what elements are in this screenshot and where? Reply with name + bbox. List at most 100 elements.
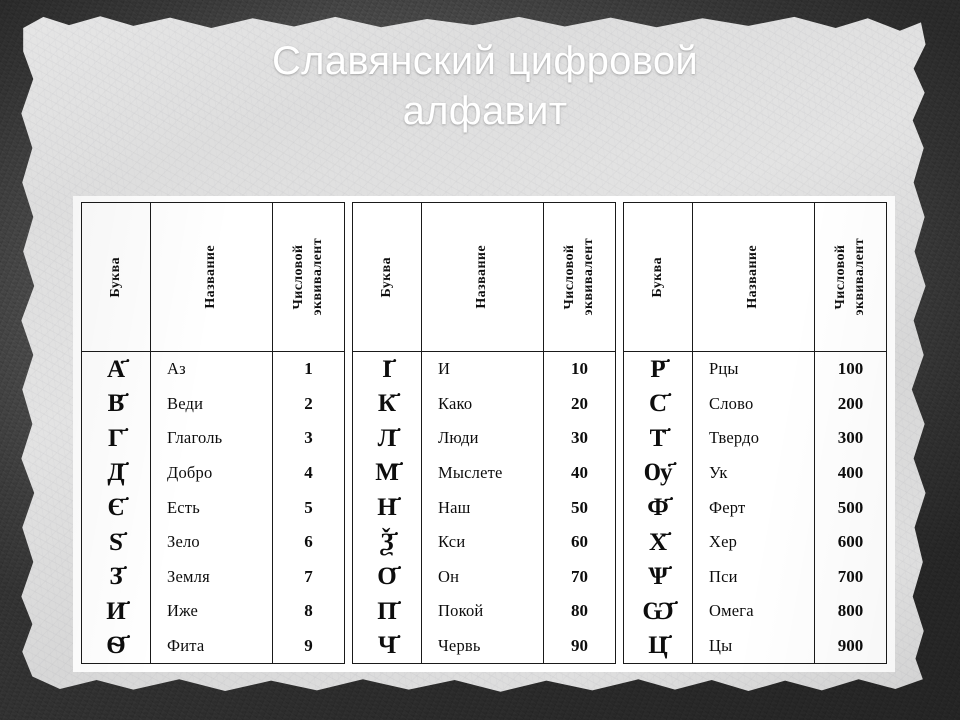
cell-letter: Х҃ — [648, 528, 668, 556]
cell-value: 80 — [543, 593, 615, 629]
cell-name: Слово — [692, 386, 814, 422]
cell-name: Наш — [421, 490, 543, 525]
cell-value: 6 — [272, 524, 344, 560]
table-row: Ц҃ Цы 900 — [624, 628, 886, 664]
cell-letter: Р҃ — [650, 355, 666, 383]
table-header-row: Буква Название Числовой эквивалент — [353, 203, 615, 352]
cell-name: Зело — [150, 524, 272, 560]
cell-name: Веди — [150, 386, 272, 422]
table-row: Д҃ Добро 4 — [82, 455, 344, 491]
cell-name: Есть — [150, 490, 272, 525]
cell-name: Кси — [421, 524, 543, 560]
cell-value: 1 — [272, 352, 344, 387]
table-row: С҃ Слово 200 — [624, 386, 886, 422]
cell-letter: Л҃ — [377, 424, 397, 452]
cell-letter: Ц҃ — [648, 632, 668, 660]
cell-value: 900 — [814, 628, 886, 664]
header-label-name: Название — [745, 245, 761, 309]
table-row: Р҃ Рцы 100 — [624, 352, 886, 387]
table-row: Ѳ҃ Фита 9 — [82, 628, 344, 664]
cell-letter: Н҃ — [377, 494, 397, 522]
cell-value: 300 — [814, 421, 886, 456]
header-cell-numeric: Числовой эквивалент — [272, 203, 344, 351]
cell-name: Люди — [421, 421, 543, 456]
cell-letter: И҃ — [106, 597, 126, 625]
header-cell-letter: Буква — [353, 203, 421, 351]
cell-name: Земля — [150, 559, 272, 594]
cell-letter: Г҃ — [108, 424, 124, 452]
table-row: Ѕ҃ Зело 6 — [82, 524, 344, 560]
cell-letter: Т҃ — [649, 424, 667, 452]
cell-letter: Ѳ҃ — [106, 632, 126, 660]
table-row: Ѹ҃ Ук 400 — [624, 455, 886, 491]
header-cell-name: Название — [692, 203, 814, 351]
cell-letter: Д҃ — [107, 459, 125, 487]
cell-letter: І҃ — [382, 355, 392, 383]
table-row: Ѯ҃ Кси 60 — [353, 524, 615, 560]
cell-value: 400 — [814, 455, 886, 491]
cell-name: Фита — [150, 628, 272, 664]
cell-letter: П҃ — [377, 597, 397, 625]
table-row: П҃ Покой 80 — [353, 593, 615, 629]
table-row: В҃ Веди 2 — [82, 386, 344, 422]
table-row: Т҃ Твердо 300 — [624, 421, 886, 456]
cell-letter: К҃ — [377, 390, 397, 418]
table-row: Г҃ Глаголь 3 — [82, 421, 344, 456]
cell-letter: Ѹ҃ — [643, 459, 673, 487]
table-body-tens: І҃ И 10 К҃ Како 20 Л҃ Люди 30 М҃ Мыслете — [353, 352, 615, 664]
table-row: А҃ Аз 1 — [82, 352, 344, 387]
cell-name: Иже — [150, 593, 272, 629]
cell-name: Пси — [692, 559, 814, 594]
header-cell-numeric: Числовой эквивалент — [814, 203, 886, 351]
table-block-tens: Буква Название Числовой эквивалент І҃ И … — [352, 202, 616, 664]
cell-name: Мыслете — [421, 455, 543, 491]
cell-name: Како — [421, 386, 543, 422]
table-row: Л҃ Люди 30 — [353, 421, 615, 456]
cell-letter: В҃ — [107, 390, 125, 418]
cell-value: 7 — [272, 559, 344, 594]
cell-value: 50 — [543, 490, 615, 525]
table-row: О҃ Он 70 — [353, 559, 615, 594]
cell-value: 90 — [543, 628, 615, 664]
table-row: І҃ И 10 — [353, 352, 615, 387]
cell-value: 200 — [814, 386, 886, 422]
cell-value: 10 — [543, 352, 615, 387]
cell-name: Омега — [692, 593, 814, 629]
cell-value: 500 — [814, 490, 886, 525]
cell-letter: Є҃ — [107, 494, 125, 522]
cell-value: 4 — [272, 455, 344, 491]
cell-value: 5 — [272, 490, 344, 525]
table-body-hundreds: Р҃ Рцы 100 С҃ Слово 200 Т҃ Твердо 300 Ѹ҃… — [624, 352, 886, 664]
header-label-letter: Буква — [107, 256, 123, 298]
table-row: Ѡ҃ Омега 800 — [624, 593, 886, 629]
cell-letter: Ѱ҃ — [648, 563, 668, 591]
cell-letter: Ф҃ — [647, 494, 669, 522]
header-cell-letter: Буква — [624, 203, 692, 351]
cell-name: Рцы — [692, 352, 814, 387]
cell-name: Цы — [692, 628, 814, 664]
cell-letter: С҃ — [648, 390, 668, 418]
cell-value: 100 — [814, 352, 886, 387]
table-row: З҃ Земля 7 — [82, 559, 344, 594]
header-label-letter: Буква — [378, 256, 394, 298]
cell-letter: М҃ — [375, 459, 399, 487]
cell-value: 30 — [543, 421, 615, 456]
header-label-numeric: Числовой эквивалент — [290, 238, 325, 316]
cell-letter: Ѯ҃ — [380, 528, 394, 556]
cell-letter: Ч҃ — [377, 632, 397, 660]
cell-value: 40 — [543, 455, 615, 491]
table-row: Ч҃ Червь 90 — [353, 628, 615, 664]
table-row: К҃ Како 20 — [353, 386, 615, 422]
cell-value: 800 — [814, 593, 886, 629]
cell-name: Червь — [421, 628, 543, 664]
table-row: Є҃ Есть 5 — [82, 490, 344, 525]
header-label-numeric: Числовой эквивалент — [832, 238, 867, 316]
table-row: Х҃ Хер 600 — [624, 524, 886, 560]
header-label-numeric: Числовой эквивалент — [561, 238, 596, 316]
cell-name: Ук — [692, 455, 814, 491]
table-body-units: А҃ Аз 1 В҃ Веди 2 Г҃ Глаголь 3 Д҃ Добро — [82, 352, 344, 664]
cell-name: Добро — [150, 455, 272, 491]
table-row: Н҃ Наш 50 — [353, 490, 615, 525]
cell-name: Аз — [150, 352, 272, 387]
